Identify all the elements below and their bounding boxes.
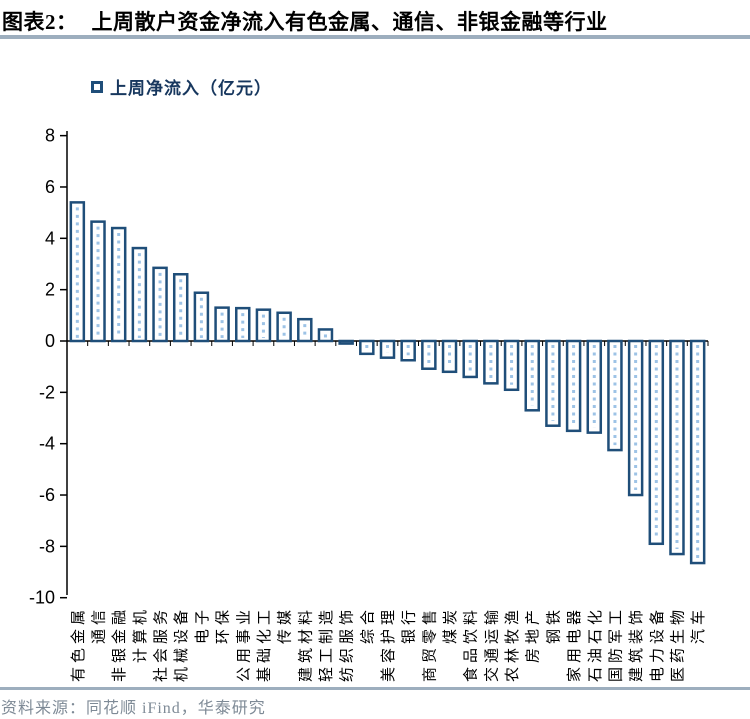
bar bbox=[607, 339, 623, 452]
category-label: 综合 bbox=[359, 606, 376, 644]
bar bbox=[172, 273, 189, 343]
bar bbox=[338, 339, 354, 345]
category-label: 有色金属 bbox=[70, 606, 87, 682]
y-tick-label: 0 bbox=[45, 331, 55, 351]
source-note: 资料来源：同花顺 iFind，华泰研究 bbox=[1, 700, 266, 717]
y-tick-label: -10 bbox=[29, 588, 55, 608]
figure-title-text: 上周散户资金净流入有色金属、通信、非银金融等行业 bbox=[91, 10, 608, 34]
title-divider bbox=[0, 35, 750, 39]
legend-square-icon bbox=[91, 80, 103, 93]
bar bbox=[441, 339, 458, 374]
bar bbox=[193, 291, 210, 343]
bar bbox=[586, 339, 603, 434]
y-tick-label: -8 bbox=[39, 536, 55, 556]
y-tick-label: -4 bbox=[39, 434, 55, 454]
category-label: 美容护理 bbox=[380, 606, 397, 682]
category-label: 石油石化 bbox=[587, 606, 604, 682]
bars bbox=[69, 201, 706, 565]
category-label: 食品饮料 bbox=[463, 606, 480, 682]
category-label: 通信 bbox=[91, 606, 108, 644]
figure-title: 图表2： 上周散户资金净流入有色金属、通信、非银金融等行业 bbox=[2, 6, 608, 36]
bar bbox=[627, 339, 644, 497]
category-label: 传媒 bbox=[277, 606, 294, 644]
category-label: 银行 bbox=[401, 606, 418, 644]
bar bbox=[110, 226, 127, 343]
y-tick-label: 2 bbox=[45, 280, 55, 300]
bar bbox=[379, 339, 396, 359]
category-label: 环保 bbox=[215, 606, 232, 644]
category-label: 基础化工 bbox=[256, 606, 273, 682]
bar bbox=[297, 317, 313, 343]
bar bbox=[255, 308, 272, 343]
bar bbox=[214, 306, 230, 343]
category-labels: 有色金属 通信 非银金融 计算机 社会服务 机械设备 电子 环保 公用事业 基础化工 传媒 建筑材料轻… bbox=[70, 606, 707, 682]
y-tick-label: 8 bbox=[45, 126, 55, 146]
category-label: 房地产 bbox=[525, 606, 542, 663]
bar bbox=[669, 339, 685, 556]
category-label: 钢铁 bbox=[545, 606, 562, 644]
bar bbox=[69, 201, 86, 343]
category-label: 煤炭 bbox=[442, 606, 459, 644]
category-label: 机械设备 bbox=[173, 606, 190, 682]
figure-number: 图表2： bbox=[2, 10, 78, 34]
category-label: 医药生物 bbox=[669, 606, 686, 682]
legend-label: 上周净流入（亿元） bbox=[110, 79, 272, 98]
category-label: 建筑材料 bbox=[297, 606, 314, 682]
bar bbox=[503, 339, 520, 392]
category-label: 家用电器 bbox=[566, 606, 583, 682]
category-label: 轻工制造 bbox=[318, 606, 335, 682]
y-tick-label: -6 bbox=[39, 485, 55, 505]
category-label: 交通运输 bbox=[482, 606, 500, 682]
bar bbox=[235, 306, 251, 343]
category-label: 社会服务 bbox=[153, 606, 170, 682]
bar bbox=[648, 339, 665, 546]
category-label: 非银金融 bbox=[111, 606, 128, 682]
y-tick-label: -2 bbox=[39, 382, 55, 402]
bar bbox=[131, 246, 148, 343]
bar bbox=[400, 339, 416, 362]
y-tick-label: 4 bbox=[45, 228, 55, 248]
category-label: 建筑装饰 bbox=[628, 606, 645, 682]
chart-legend: 上周净流入（亿元） bbox=[91, 74, 272, 99]
axes: 8 6 4 2 0 -2 -4 -6 -8 -10 bbox=[29, 126, 709, 608]
y-tick-label: 6 bbox=[45, 177, 55, 197]
category-label: 国防军工 bbox=[607, 606, 624, 682]
category-label: 计算机 bbox=[131, 606, 149, 663]
bar bbox=[462, 339, 478, 379]
category-label: 纺织服饰 bbox=[339, 606, 356, 682]
category-label: 电力设备 bbox=[649, 606, 666, 682]
category-label: 商贸零售 bbox=[421, 606, 438, 682]
category-label: 公用事业 bbox=[235, 606, 252, 682]
category-label: 汽车 bbox=[690, 606, 707, 644]
footer-divider bbox=[0, 687, 750, 690]
category-label: 农林牧渔 bbox=[504, 606, 521, 682]
category-label: 电子 bbox=[194, 606, 211, 644]
bar bbox=[565, 339, 582, 433]
